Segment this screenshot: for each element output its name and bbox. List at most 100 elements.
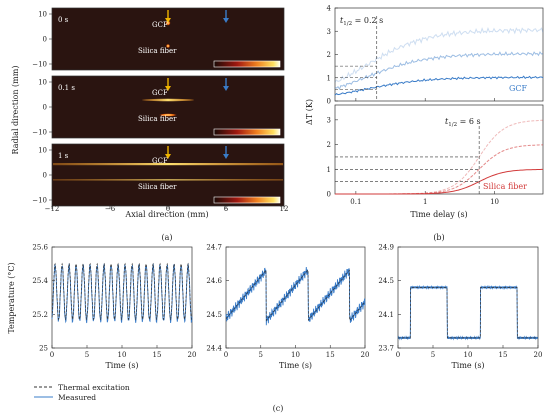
a-ytick-label: −10 (32, 129, 47, 137)
c-xlabel: Time (s) (105, 361, 138, 370)
silica-arrowhead-icon (223, 86, 229, 91)
thermal-frame-0: 10 0 −10 0 s GCF Silica fiber (32, 7, 285, 71)
b-bottom-ytick-label: 3 (327, 116, 331, 124)
thermal-frame-1: 10 0 −10 0.1 s GCF Silica fiber (32, 75, 285, 139)
hot-band (142, 98, 194, 102)
c-xlabel: Time (s) (451, 361, 484, 370)
a-ytick-label: −10 (32, 197, 47, 205)
b-top-ytick-label: 2 (327, 51, 331, 59)
a-xtick-label: −12 (45, 205, 60, 213)
frame-time-label: 1 s (58, 152, 69, 160)
c-ytick-label: 24.6 (206, 277, 222, 285)
silica-curve-3x (335, 119, 543, 195)
silica-curve-2x (335, 144, 543, 195)
b-top-ytick-label: 0 (327, 98, 331, 106)
panel-b-ylabel: ΔT (K) (305, 99, 314, 125)
c-ytick-label: 25.6 (32, 244, 48, 252)
panel-c-caption: (c) (273, 404, 284, 413)
c-ytick-label: 24.9 (378, 244, 394, 252)
b-bottom-ytick-label: 2 (327, 141, 331, 149)
thermal-excitation-series-2 (398, 287, 538, 339)
temperature-plot-0: 25.6 25.4 25.2 250 5 10 15 20 Time (s) (32, 244, 196, 371)
c-ytick-label: 25.4 (32, 277, 48, 285)
c-xlabel: Time (s) (279, 361, 312, 370)
panel-c-ylabel: Temperature (°C) (7, 262, 16, 333)
c-xtick-label: 0 (224, 351, 228, 359)
a-xtick-label: 0 (166, 205, 170, 213)
c-ytick-label: 25 (39, 345, 48, 353)
thermal-frame-2: 10 0 −10 1 s GCF Silica fiber (32, 143, 285, 207)
legend-measured-label: Measured (58, 393, 96, 402)
a-xtick-label: 12 (280, 205, 289, 213)
panel-b-bottom-annotation: t1/2 = 6 s (445, 117, 481, 128)
panel-b-bottom-axes (334, 104, 544, 195)
c-xtick-label: 15 (499, 351, 508, 359)
colorbar (213, 128, 281, 136)
gcf-label: GCF (152, 157, 168, 165)
b-xtick-label: 0.1 (350, 198, 361, 206)
a-ytick-label: 10 (38, 11, 47, 19)
panel-b-caption: (b) (433, 233, 444, 242)
silica-fiber-label: Silica fiber (138, 183, 177, 191)
gcf-arrowhead-icon (165, 154, 171, 159)
gcf-arrowhead-icon (165, 18, 171, 23)
c-ytick-label: 24.1 (378, 311, 394, 319)
c-xtick-label: 5 (85, 351, 89, 359)
colorbar (213, 60, 281, 68)
c-xtick-label: 10 (464, 351, 473, 359)
a-ytick-label: 10 (38, 79, 47, 87)
gcf-label: GCF (152, 21, 168, 29)
a-ytick-label: 10 (38, 147, 47, 155)
c-xtick-label: 10 (118, 351, 127, 359)
panel-b: ΔT (K) Time delay (s) (b) t1/2 = 0.2 s G… (305, 5, 544, 242)
c-ytick-label: 25.2 (32, 311, 48, 319)
panel-a-ylabel: Radial direction (mm) (11, 66, 20, 155)
hot-spot (166, 44, 170, 48)
gcf-curve-3x (334, 27, 544, 83)
silica-curve-1x (335, 168, 543, 195)
silica-fiber-label: Silica fiber (138, 115, 177, 123)
a-xtick-label: 6 (224, 205, 229, 213)
b-top-ytick-label: 3 (327, 28, 331, 36)
silica-fiber-label: Silica fiber (138, 47, 177, 55)
gcf-arrowhead-icon (165, 86, 171, 91)
b-bottom-ytick-label: 0 (327, 191, 331, 199)
hot-band (53, 179, 283, 181)
b-bottom-ytick-label: 1 (327, 166, 331, 174)
frame-time-label: 0.1 s (58, 84, 75, 92)
panel-a-caption: (a) (161, 233, 172, 242)
silica-arrowhead-icon (223, 154, 229, 159)
c-xtick-label: 10 (291, 351, 300, 359)
gcf-label: GCF (152, 89, 168, 97)
b-xtick-label: 1 (423, 198, 427, 206)
panel-a-xlabel: Axial direction (mm) (124, 210, 208, 219)
panel-a: Radial direction (mm) Axial direction (m… (11, 7, 289, 242)
c-ytick-label: 24.5 (378, 277, 394, 285)
c-xtick-label: 0 (396, 351, 400, 359)
a-ytick-label: 0 (43, 36, 47, 44)
c-xtick-label: 20 (188, 351, 197, 359)
c-xtick-label: 0 (50, 351, 54, 359)
panel-b-top-annotation: t1/2 = 0.2 s (340, 16, 383, 27)
c-xtick-label: 15 (326, 351, 335, 359)
panel-b-xlabel: Time delay (s) (410, 210, 467, 219)
temperature-axes-0 (51, 246, 193, 349)
hot-spot (159, 113, 177, 117)
gcf-curve-2x (334, 51, 544, 91)
c-ytick-label: 23.7 (378, 345, 394, 353)
c-xtick-label: 5 (259, 351, 263, 359)
temperature-plot-1: 24.7 24.6 24.5 24.40 5 10 15 20 Time (s) (206, 244, 369, 371)
c-xtick-label: 20 (534, 351, 543, 359)
panel-b-bottom-label: Silica fiber (483, 182, 527, 191)
a-ytick-label: 0 (43, 172, 47, 180)
frame-time-label: 0 s (58, 16, 69, 24)
measured-series-1 (225, 266, 366, 326)
b-top-ytick-label: 1 (327, 74, 331, 82)
c-xtick-label: 20 (361, 351, 370, 359)
c-ytick-label: 24.5 (206, 311, 222, 319)
temperature-plot-2: 24.9 24.5 24.1 23.70 5 10 15 20 Time (s) (378, 244, 542, 371)
hot-band (53, 163, 283, 166)
colorbar (213, 196, 281, 204)
